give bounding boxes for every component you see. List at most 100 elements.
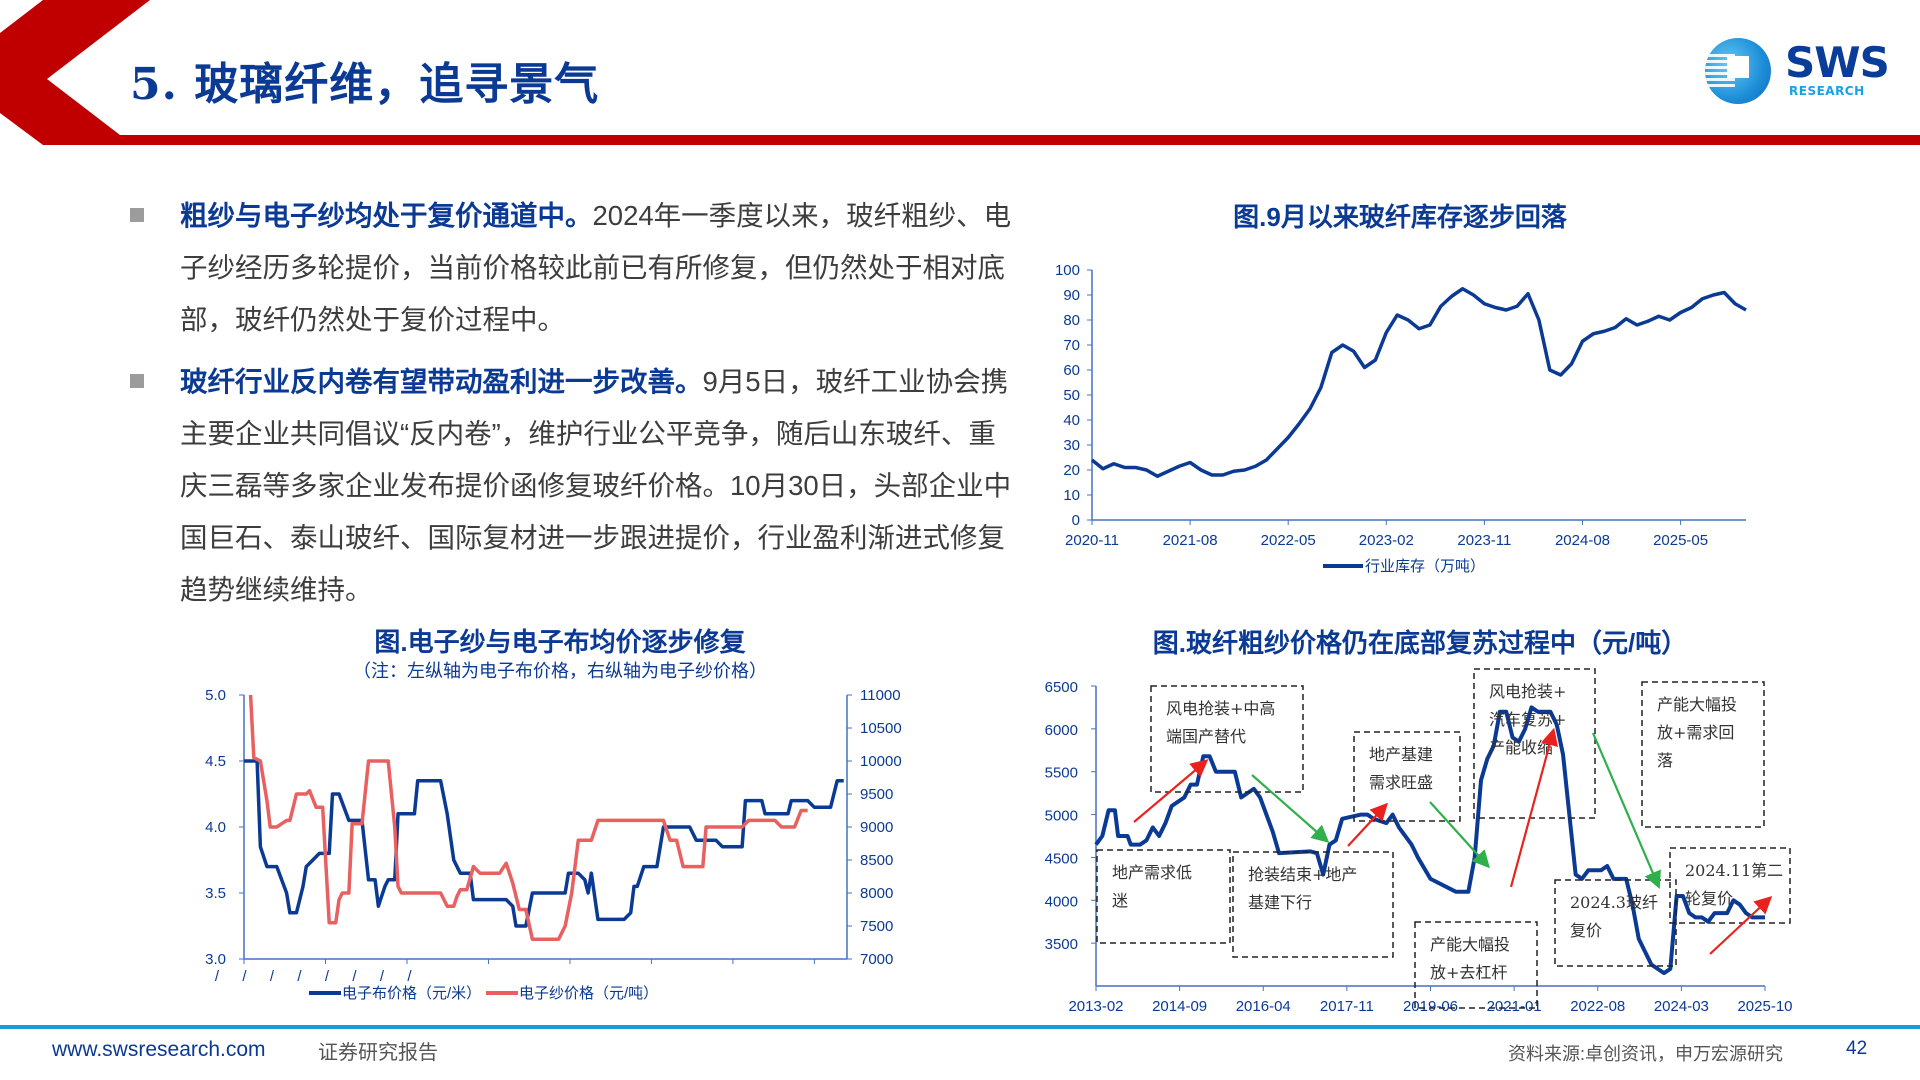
svg-text:2025-05: 2025-05 xyxy=(1653,532,1708,549)
svg-text:端国产替代: 端国产替代 xyxy=(1166,727,1246,746)
svg-text:60: 60 xyxy=(1063,362,1080,379)
svg-text:3.0: 3.0 xyxy=(205,951,226,968)
svg-text:4.5: 4.5 xyxy=(205,753,226,770)
bullet-lead: 玻纤行业反内卷有望带动盈利进一步改善。 xyxy=(180,366,703,397)
svg-text:2013-02: 2013-02 xyxy=(1068,998,1123,1015)
svg-text:/: / xyxy=(407,968,412,985)
svg-text:/: / xyxy=(380,968,385,985)
svg-text:9500: 9500 xyxy=(860,786,893,803)
bullet-item: 粗纱与电子纱均处于复价通道中。2024年一季度以来，玻纤粗纱、电子纱经历多轮提价… xyxy=(120,190,1020,346)
logo-text: SWS xyxy=(1785,38,1890,87)
svg-text:放+去杠杆: 放+去杠杆 xyxy=(1430,963,1507,982)
svg-text:10: 10 xyxy=(1063,487,1080,504)
svg-text:2021-08: 2021-08 xyxy=(1163,532,1218,549)
footer-source: 资料来源:卓创资讯，申万宏源研究 xyxy=(1508,1044,1783,1064)
svg-text:/: / xyxy=(270,968,275,985)
svg-text:80: 80 xyxy=(1063,312,1080,329)
chart-subtitle-e-yarn-cloth: （注：左纵轴为电子布价格，右纵轴为电子纱价格） xyxy=(353,661,767,681)
svg-text:5500: 5500 xyxy=(1045,765,1078,782)
svg-text:需求旺盛: 需求旺盛 xyxy=(1369,773,1433,792)
bullet-square-icon xyxy=(130,374,144,388)
svg-text:20: 20 xyxy=(1063,462,1080,479)
svg-text:9000: 9000 xyxy=(860,819,893,836)
svg-text:3500: 3500 xyxy=(1045,936,1078,953)
svg-text:/: / xyxy=(242,968,247,985)
svg-text:2023-02: 2023-02 xyxy=(1359,532,1414,549)
svg-text:/: / xyxy=(352,968,357,985)
svg-text:产能大幅投: 产能大幅投 xyxy=(1657,695,1737,714)
bullet-list: 粗纱与电子纱均处于复价通道中。2024年一季度以来，玻纤粗纱、电子纱经历多轮提价… xyxy=(120,190,1020,626)
svg-text:2025-10: 2025-10 xyxy=(1737,998,1792,1015)
svg-text:100: 100 xyxy=(1055,262,1080,279)
svg-text:产能收缩: 产能收缩 xyxy=(1489,738,1553,757)
svg-text:汽车复苏+: 汽车复苏+ xyxy=(1489,710,1566,729)
logo-emblem-icon xyxy=(1705,38,1771,104)
svg-text:5.0: 5.0 xyxy=(205,687,226,704)
bullet-lead: 粗纱与电子纱均处于复价通道中。 xyxy=(180,200,593,231)
svg-text:10500: 10500 xyxy=(860,720,902,737)
page-number: 42 xyxy=(1846,1038,1868,1059)
svg-text:50: 50 xyxy=(1063,387,1080,404)
svg-text:4000: 4000 xyxy=(1045,893,1078,910)
chart-title-roving-price: 图.玻纤粗纱价格仍在底部复苏过程中（元/吨） xyxy=(1152,628,1688,658)
svg-text:5000: 5000 xyxy=(1045,808,1078,825)
svg-text:基建下行: 基建下行 xyxy=(1248,893,1312,912)
svg-text:轮复价: 轮复价 xyxy=(1685,889,1733,908)
svg-text:40: 40 xyxy=(1063,412,1080,429)
svg-text:复价: 复价 xyxy=(1570,921,1602,940)
svg-text:/: / xyxy=(297,968,302,985)
svg-text:2019-06: 2019-06 xyxy=(1403,998,1458,1015)
chart-title-inventory: 图.9月以来玻纤库存逐步回落 xyxy=(1233,202,1567,232)
svg-text:2021-01: 2021-01 xyxy=(1487,998,1542,1015)
svg-text:地产基建: 地产基建 xyxy=(1369,745,1433,764)
sws-logo: SWS RESEARCH xyxy=(1705,38,1905,104)
svg-text:落: 落 xyxy=(1657,751,1673,770)
svg-text:迷: 迷 xyxy=(1112,891,1128,910)
svg-text:2024-08: 2024-08 xyxy=(1555,532,1610,549)
svg-text:/: / xyxy=(325,968,330,985)
svg-text:4.0: 4.0 xyxy=(205,819,226,836)
page-title: 5. 玻璃纤维，追寻景气 xyxy=(130,59,600,110)
svg-text:30: 30 xyxy=(1063,437,1080,454)
footer-divider xyxy=(0,1025,1920,1029)
svg-text:8000: 8000 xyxy=(860,885,893,902)
svg-text:3.5: 3.5 xyxy=(205,885,226,902)
bullet-text: 2024年一季度以来，玻纤粗纱、电子纱经历多轮提价，当前价格较此前已有所修复，但… xyxy=(180,200,1012,335)
svg-text:7500: 7500 xyxy=(860,918,893,935)
svg-text:2023-11: 2023-11 xyxy=(1457,532,1511,549)
svg-text:10000: 10000 xyxy=(860,753,902,770)
svg-text:2020-11: 2020-11 xyxy=(1065,532,1119,549)
bullet-text: 9月5日，玻纤工业协会携主要企业共同倡议“反内卷”，维护行业公平竞争，随后山东玻… xyxy=(180,366,1012,605)
bullet-item: 玻纤行业反内卷有望带动盈利进一步改善。9月5日，玻纤工业协会携主要企业共同倡议“… xyxy=(120,356,1020,616)
svg-text:地产需求低: 地产需求低 xyxy=(1112,863,1192,882)
svg-text:90: 90 xyxy=(1063,287,1080,304)
chart-title-e-yarn-cloth: 图.电子纱与电子布均价逐步修复 xyxy=(374,627,746,657)
svg-text:4500: 4500 xyxy=(1045,850,1078,867)
footer-website-link[interactable]: www.swsresearch.com xyxy=(52,1038,266,1061)
svg-text:风电抢装+中高: 风电抢装+中高 xyxy=(1166,699,1275,718)
svg-text:70: 70 xyxy=(1063,337,1080,354)
svg-text:6000: 6000 xyxy=(1045,722,1078,739)
svg-text:2022-08: 2022-08 xyxy=(1570,998,1625,1015)
svg-text:2024.11第二: 2024.11第二 xyxy=(1685,861,1783,880)
svg-text:6500: 6500 xyxy=(1045,679,1078,696)
svg-text:2024-03: 2024-03 xyxy=(1654,998,1709,1015)
svg-text:行业库存（万吨）: 行业库存（万吨） xyxy=(1365,558,1485,575)
logo-subtext: RESEARCH xyxy=(1789,84,1865,98)
footer-doc-type: 证券研究报告 xyxy=(318,1042,438,1064)
svg-text:抢装结束+地产: 抢装结束+地产 xyxy=(1248,865,1357,884)
svg-text:7000: 7000 xyxy=(860,951,893,968)
svg-text:放+需求回: 放+需求回 xyxy=(1657,723,1734,742)
svg-text:/: / xyxy=(215,968,220,985)
svg-text:8500: 8500 xyxy=(860,852,893,869)
svg-text:风电抢装+: 风电抢装+ xyxy=(1489,682,1566,701)
svg-text:2022-05: 2022-05 xyxy=(1261,532,1316,549)
svg-text:0: 0 xyxy=(1072,512,1080,529)
svg-text:2024.3玻纤: 2024.3玻纤 xyxy=(1570,893,1658,912)
svg-text:电子布价格（元/米）: 电子布价格（元/米） xyxy=(342,985,481,1002)
svg-text:电子纱价格（元/吨）: 电子纱价格（元/吨） xyxy=(519,985,658,1002)
svg-text:产能大幅投: 产能大幅投 xyxy=(1430,935,1510,954)
